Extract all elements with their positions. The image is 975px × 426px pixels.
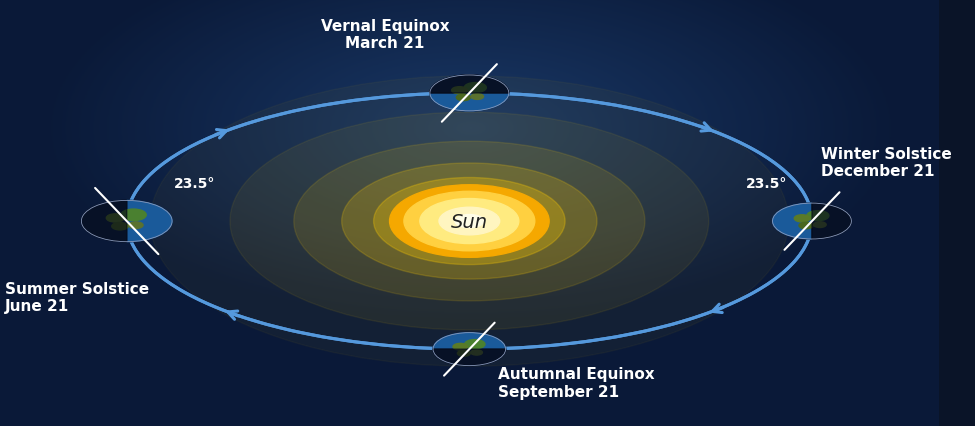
Circle shape <box>420 199 519 244</box>
Circle shape <box>230 113 709 330</box>
Circle shape <box>799 223 813 229</box>
Circle shape <box>813 222 826 228</box>
Wedge shape <box>772 204 812 239</box>
Circle shape <box>439 208 499 235</box>
Wedge shape <box>433 333 506 349</box>
Circle shape <box>81 201 172 242</box>
Circle shape <box>433 333 506 366</box>
Circle shape <box>807 211 829 221</box>
Circle shape <box>373 178 566 265</box>
Text: Vernal Equinox
March 21: Vernal Equinox March 21 <box>321 19 449 51</box>
Wedge shape <box>81 201 127 242</box>
Circle shape <box>129 222 143 229</box>
Circle shape <box>772 204 851 239</box>
Text: Sun: Sun <box>450 212 488 231</box>
Wedge shape <box>430 76 509 94</box>
Circle shape <box>471 95 484 100</box>
Text: Winter Solstice
December 21: Winter Solstice December 21 <box>821 147 953 179</box>
Circle shape <box>455 215 484 228</box>
Circle shape <box>453 343 468 350</box>
Wedge shape <box>127 201 172 242</box>
Text: Summer Solstice
June 21: Summer Solstice June 21 <box>5 281 149 314</box>
Wedge shape <box>433 349 506 366</box>
Circle shape <box>390 185 549 258</box>
Wedge shape <box>812 204 851 239</box>
Wedge shape <box>812 204 851 239</box>
Text: Autumnal Equinox
September 21: Autumnal Equinox September 21 <box>497 366 654 399</box>
Circle shape <box>457 351 471 357</box>
Circle shape <box>471 350 483 355</box>
Circle shape <box>404 192 534 251</box>
Circle shape <box>451 87 467 95</box>
Text: 23.5°: 23.5° <box>174 176 215 190</box>
Circle shape <box>293 142 644 301</box>
Circle shape <box>106 214 125 222</box>
Wedge shape <box>430 76 509 94</box>
Circle shape <box>464 83 487 93</box>
Circle shape <box>121 210 146 221</box>
Text: 23.5°: 23.5° <box>746 176 788 190</box>
Wedge shape <box>430 94 509 112</box>
Circle shape <box>430 76 509 112</box>
Circle shape <box>456 95 471 101</box>
Circle shape <box>795 215 810 222</box>
Wedge shape <box>81 201 127 242</box>
Circle shape <box>465 340 485 349</box>
Circle shape <box>112 223 128 230</box>
Wedge shape <box>433 349 506 366</box>
Circle shape <box>341 164 597 279</box>
